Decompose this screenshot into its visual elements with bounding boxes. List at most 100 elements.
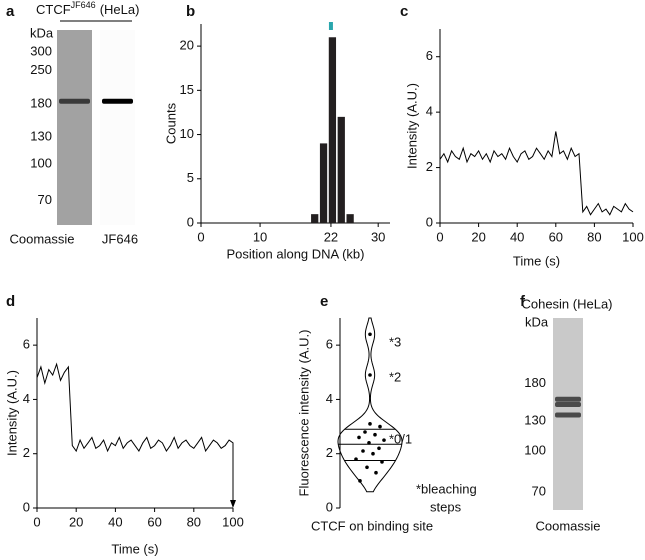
panel-label: e [320,293,328,310]
x-axis-label: Position along DNA (kb) [226,246,364,261]
marker-label: 100 [524,443,546,458]
gel-lane [100,30,135,225]
marker-label: 180 [524,375,546,390]
title-main: CTCF [36,2,71,17]
bar [346,214,354,223]
data-point [368,422,372,426]
x-axis-label: Time (s) [513,253,560,268]
y-tick-label: 5 [187,170,194,185]
marker-label: 250 [30,62,52,77]
data-point [361,449,365,453]
data-point [374,470,378,475]
x-axis-label: CTCF on binding site [311,518,433,533]
unit-label: kDa [525,314,549,329]
bar [319,143,328,223]
y-axis-label: Counts [163,102,178,144]
data-point [368,332,372,337]
lane-label: Coomassie [535,518,600,533]
trace [36,362,234,506]
y-tick-label: 2 [23,445,30,460]
x-tick-label: 10 [253,229,267,244]
x-tick-label: 20 [69,514,83,529]
marker-label: 130 [524,412,546,427]
gel-band [59,98,90,104]
marker-label: 130 [30,129,52,144]
x-tick-label: 30 [371,229,385,244]
panel-label: f [520,293,526,310]
unit-label: kDa [30,25,54,40]
gel-title: Cohesin (HeLa) [521,296,612,311]
data-point [368,373,372,377]
data-point [377,446,381,451]
data-point [358,479,362,483]
panel-label: d [6,293,15,310]
marker-label: 300 [30,43,52,58]
x-tick-label: 0 [33,514,40,529]
x-tick-label: 0 [436,229,443,244]
y-tick-label: 4 [23,391,30,406]
gel-band [555,396,581,402]
panel-label: b [186,3,195,20]
gel-band [555,402,581,408]
data-point [363,430,367,434]
violin-body [337,317,403,493]
y-tick-label: 0 [326,499,333,514]
bar [328,37,337,224]
data-point [378,424,382,429]
x-tick-label: 100 [622,229,644,244]
data-point [373,432,377,437]
y-tick-label: 0 [23,499,30,514]
x-tick-label: 40 [108,514,122,529]
trace [439,131,634,216]
y-tick-label: 2 [426,159,433,174]
data-point [354,457,358,461]
y-tick-label: 0 [187,214,194,229]
y-tick-label: 0 [426,214,433,229]
data-point [365,465,369,470]
y-axis-label: Intensity (A.U.) [404,83,419,169]
data-point [380,460,384,464]
annotation: *0/1 [389,431,412,446]
annotation: *2 [389,369,401,384]
x-tick-label: 80 [187,514,201,529]
y-tick-label: 15 [180,82,194,97]
data-point [367,441,371,445]
x-tick-label: 100 [222,514,244,529]
lane-label: Coomassie [9,231,74,246]
y-tick-label: 2 [326,445,333,460]
y-tick-label: 20 [180,38,194,53]
position-marker [328,22,333,30]
bar [311,214,319,223]
data-point [371,451,375,456]
y-tick-label: 6 [326,337,333,352]
marker-label: 100 [30,155,52,170]
x-tick-label: 60 [549,229,563,244]
marker-label: 70 [38,192,52,207]
annotation: *3 [389,334,401,349]
gel-band [555,412,581,418]
marker-label: 180 [30,95,52,110]
x-tick-label: 20 [471,229,485,244]
note: steps [430,499,462,514]
panel-label: a [6,3,15,20]
title-suffix: (HeLa) [100,2,140,17]
bar [337,116,345,223]
note: *bleaching [416,481,477,496]
gel-title: CTCFJF646 (HeLa) [36,0,139,17]
y-axis-label: Fluorescence intensity (A.U.) [296,330,311,497]
x-tick-label: 80 [587,229,601,244]
marker-label: 70 [532,484,546,499]
data-point [357,435,361,440]
panel-label: c [400,3,408,20]
lane-label: JF646 [102,231,138,246]
y-tick-label: 4 [426,104,433,119]
y-tick-label: 6 [426,48,433,63]
y-tick-label: 6 [23,337,30,352]
x-axis-label: Time (s) [111,541,158,556]
y-tick-label: 10 [180,126,194,141]
x-tick-label: 22 [324,229,338,244]
gel-lane [57,30,92,225]
x-tick-label: 60 [147,514,161,529]
data-point [382,438,386,442]
